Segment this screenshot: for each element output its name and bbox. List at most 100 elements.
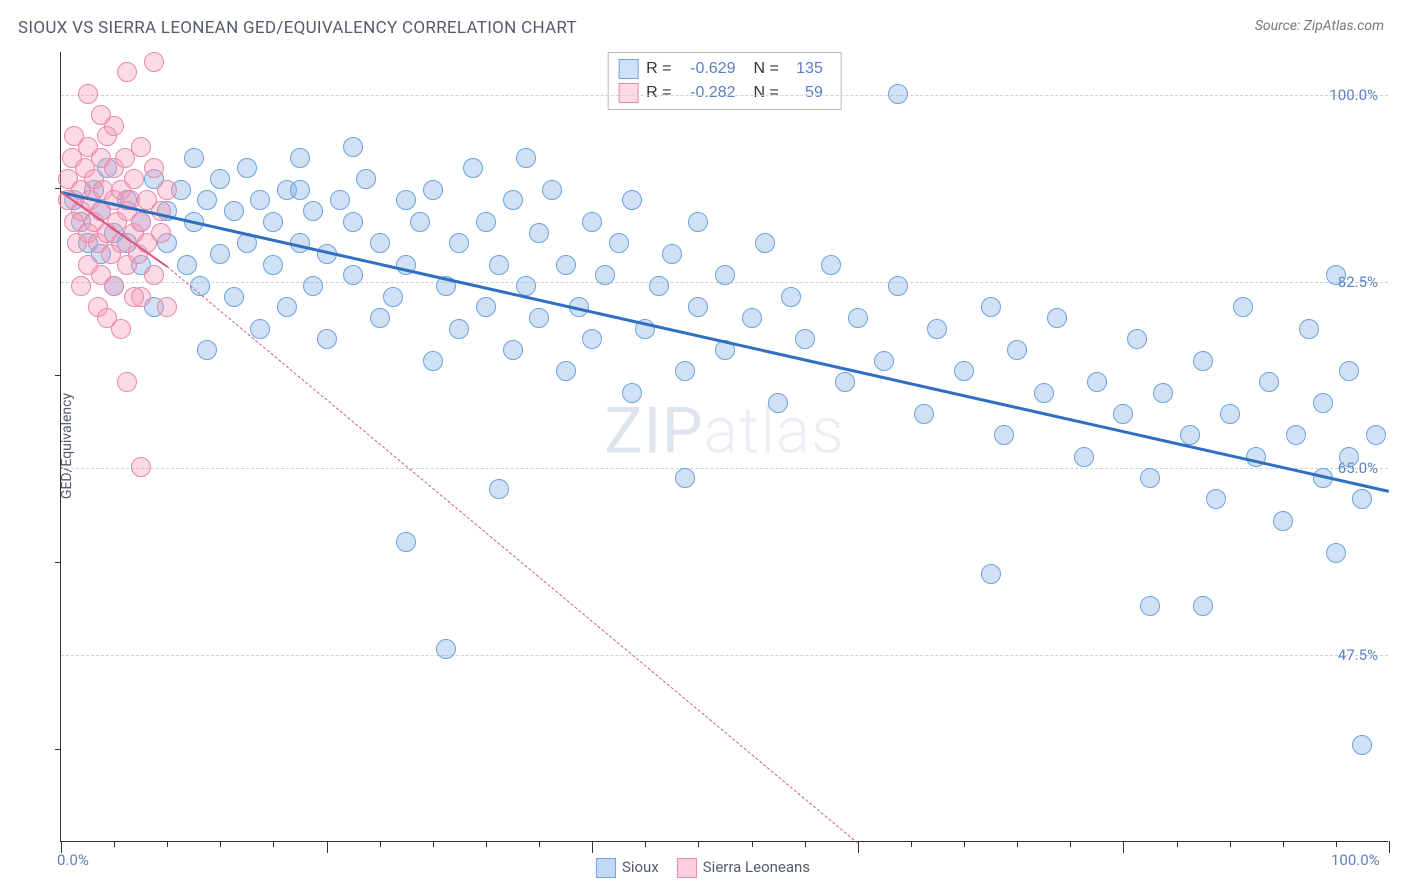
x-minor-tick	[220, 841, 221, 847]
scatter-point	[290, 148, 310, 168]
scatter-point	[210, 169, 230, 189]
scatter-point	[131, 137, 151, 157]
x-minor-tick	[698, 841, 699, 847]
x-minor-tick	[752, 841, 753, 847]
y-tick-label: 47.5%	[1338, 646, 1378, 664]
scatter-point	[117, 62, 137, 82]
scatter-point	[463, 158, 483, 178]
x-minor-tick	[964, 841, 965, 847]
legend-r-value: -0.282	[680, 81, 736, 105]
legend-n-value: 59	[787, 81, 823, 105]
scatter-point	[1074, 447, 1094, 467]
legend-item: Sioux	[596, 858, 659, 878]
scatter-point	[184, 148, 204, 168]
legend-item: Sierra Leoneans	[677, 858, 810, 878]
x-minor-tick	[1283, 841, 1284, 847]
scatter-point	[795, 329, 815, 349]
x-minor-tick	[380, 841, 381, 847]
scatter-point	[489, 479, 509, 499]
scatter-point	[1153, 383, 1173, 403]
scatter-point	[981, 297, 1001, 317]
scatter-point	[1127, 329, 1147, 349]
scatter-point	[1233, 297, 1253, 317]
scatter-point	[237, 158, 257, 178]
scatter-point	[78, 84, 98, 104]
scatter-point	[410, 212, 430, 232]
scatter-point	[250, 319, 270, 339]
scatter-point	[396, 190, 416, 210]
y-minor-tick	[55, 188, 61, 189]
gridline	[61, 468, 1388, 469]
x-minor-tick	[273, 841, 274, 847]
legend-n-value: 135	[787, 57, 823, 81]
scatter-point	[250, 190, 270, 210]
legend-swatch	[677, 858, 697, 878]
scatter-point	[1366, 425, 1386, 445]
legend-row: R =-0.629N =135	[618, 57, 823, 81]
y-tick-label: 100.0%	[1329, 86, 1378, 104]
scatter-point	[622, 190, 642, 210]
legend-n-label: N =	[754, 81, 779, 105]
scatter-point	[835, 372, 855, 392]
scatter-point	[1286, 425, 1306, 445]
scatter-point	[675, 361, 695, 381]
legend-r-label: R =	[646, 57, 671, 81]
x-minor-tick	[805, 841, 806, 847]
scatter-point	[556, 255, 576, 275]
legend-r-label: R =	[646, 81, 671, 105]
scatter-point	[224, 201, 244, 221]
x-minor-tick	[1177, 841, 1178, 847]
scatter-point	[755, 233, 775, 253]
scatter-point	[1193, 596, 1213, 616]
scatter-point	[874, 351, 894, 371]
x-major-tick	[1389, 841, 1390, 853]
scatter-point	[1140, 596, 1160, 616]
trend-line	[61, 191, 1390, 493]
scatter-point	[263, 212, 283, 232]
scatter-point	[317, 329, 337, 349]
scatter-point	[476, 297, 496, 317]
scatter-point	[124, 169, 144, 189]
scatter-point	[117, 372, 137, 392]
source-label: Source: ZipAtlas.com	[1255, 18, 1384, 34]
watermark-zip: ZIP	[604, 393, 703, 468]
scatter-point	[1259, 372, 1279, 392]
scatter-point	[177, 255, 197, 275]
scatter-point	[489, 255, 509, 275]
scatter-point	[688, 212, 708, 232]
scatter-point	[715, 265, 735, 285]
scatter-point	[742, 308, 762, 328]
y-minor-tick	[55, 749, 61, 750]
scatter-point	[436, 639, 456, 659]
scatter-point	[1326, 543, 1346, 563]
legend-swatch	[618, 59, 638, 79]
scatter-point	[848, 308, 868, 328]
scatter-point	[768, 393, 788, 413]
scatter-point	[104, 276, 124, 296]
scatter-point	[151, 223, 171, 243]
scatter-point	[556, 361, 576, 381]
plot-area: ZIPatlas R =-0.629N =135R =-0.282N =59 4…	[60, 52, 1388, 842]
x-major-tick	[1123, 841, 1124, 853]
scatter-point	[529, 308, 549, 328]
scatter-point	[595, 265, 615, 285]
scatter-point	[144, 265, 164, 285]
scatter-point	[1034, 383, 1054, 403]
scatter-point	[927, 319, 947, 339]
scatter-point	[343, 265, 363, 285]
gridline	[61, 655, 1388, 656]
y-minor-tick	[55, 375, 61, 376]
scatter-point	[1180, 425, 1200, 445]
scatter-point	[649, 276, 669, 296]
x-major-tick	[858, 841, 859, 853]
scatter-point	[144, 52, 164, 72]
chart-container: SIOUX VS SIERRA LEONEAN GED/EQUIVALENCY …	[0, 0, 1406, 892]
scatter-point	[781, 287, 801, 307]
scatter-point	[157, 180, 177, 200]
scatter-point	[1352, 735, 1372, 755]
scatter-point	[582, 212, 602, 232]
scatter-point	[503, 190, 523, 210]
x-major-tick	[592, 841, 593, 853]
x-major-tick	[327, 841, 328, 853]
scatter-point	[124, 287, 144, 307]
